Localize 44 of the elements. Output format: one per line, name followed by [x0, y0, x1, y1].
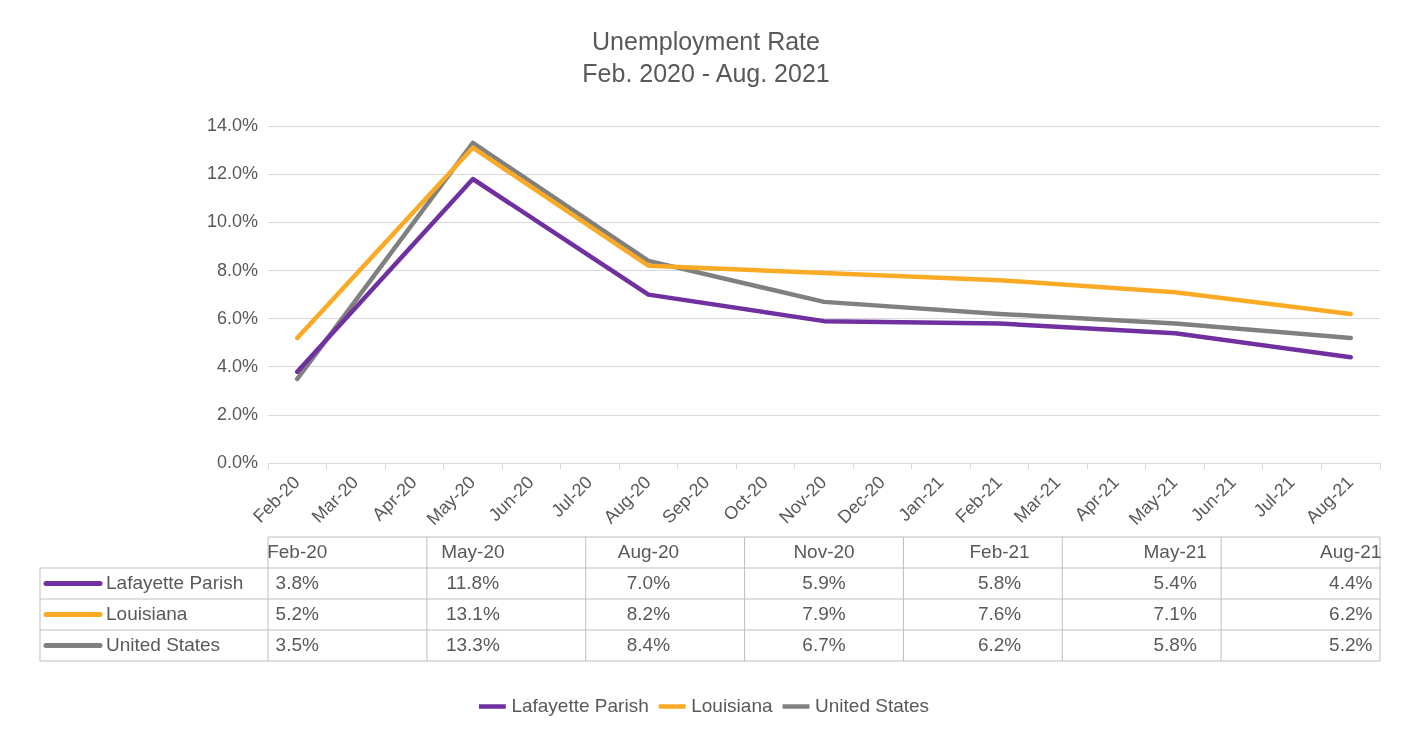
category-label: Aug-20 [617, 540, 680, 562]
category-label: Aug-21 [1320, 540, 1382, 562]
y-tick-label: 4.0% [216, 355, 258, 376]
y-tick-label: 8.0% [216, 259, 258, 280]
data-label: 7.1% [1153, 602, 1197, 624]
chart-subtitle: Feb. 2020 - Aug. 2021 [582, 58, 830, 87]
data-label: 13.3% [445, 633, 500, 655]
category-label: May-21 [1143, 540, 1207, 562]
legend-label: Louisiana [106, 602, 188, 624]
data-label: 8.4% [626, 633, 671, 655]
data-label: 3.8% [275, 571, 320, 593]
y-tick-label: 14.0% [206, 114, 258, 135]
category-label: Feb-21 [969, 540, 1030, 562]
data-label: 7.0% [626, 571, 671, 593]
data-label: 3.5% [275, 633, 320, 655]
y-tick-label: 0.0% [216, 452, 258, 473]
data-label: 5.8% [1153, 633, 1197, 655]
data-label: 5.2% [275, 602, 320, 624]
chart-title: Unemployment Rate [592, 26, 820, 55]
data-label: 6.2% [1329, 602, 1373, 624]
legend-label: Lafayette Parish [106, 571, 244, 593]
data-label: 5.4% [1153, 571, 1197, 593]
data-label: 7.6% [977, 602, 1022, 624]
data-label: 13.1% [445, 602, 500, 624]
y-tick-label: 12.0% [206, 163, 258, 184]
data-label: 11.8% [446, 571, 500, 593]
data-label: 8.2% [626, 602, 671, 624]
data-label: 5.9% [802, 571, 846, 593]
legend-label: United States [106, 633, 221, 655]
data-label: 5.8% [977, 571, 1022, 593]
text: Lafayette Parish [511, 694, 649, 716]
data-label: 6.7% [802, 633, 846, 655]
data-label: 7.9% [802, 602, 846, 624]
y-tick-label: 10.0% [206, 211, 258, 232]
text: Louisiana [691, 694, 773, 716]
data-label: 6.2% [977, 633, 1022, 655]
data-label: 4.4% [1329, 571, 1373, 593]
y-tick-label: 6.0% [216, 307, 258, 328]
category-label: Nov-20 [793, 540, 855, 562]
category-label: Feb-20 [267, 540, 328, 562]
text: United States [815, 694, 930, 716]
data-label: 5.2% [1329, 633, 1373, 655]
y-tick-label: 2.0% [216, 404, 258, 425]
category-label: May-20 [441, 540, 505, 562]
